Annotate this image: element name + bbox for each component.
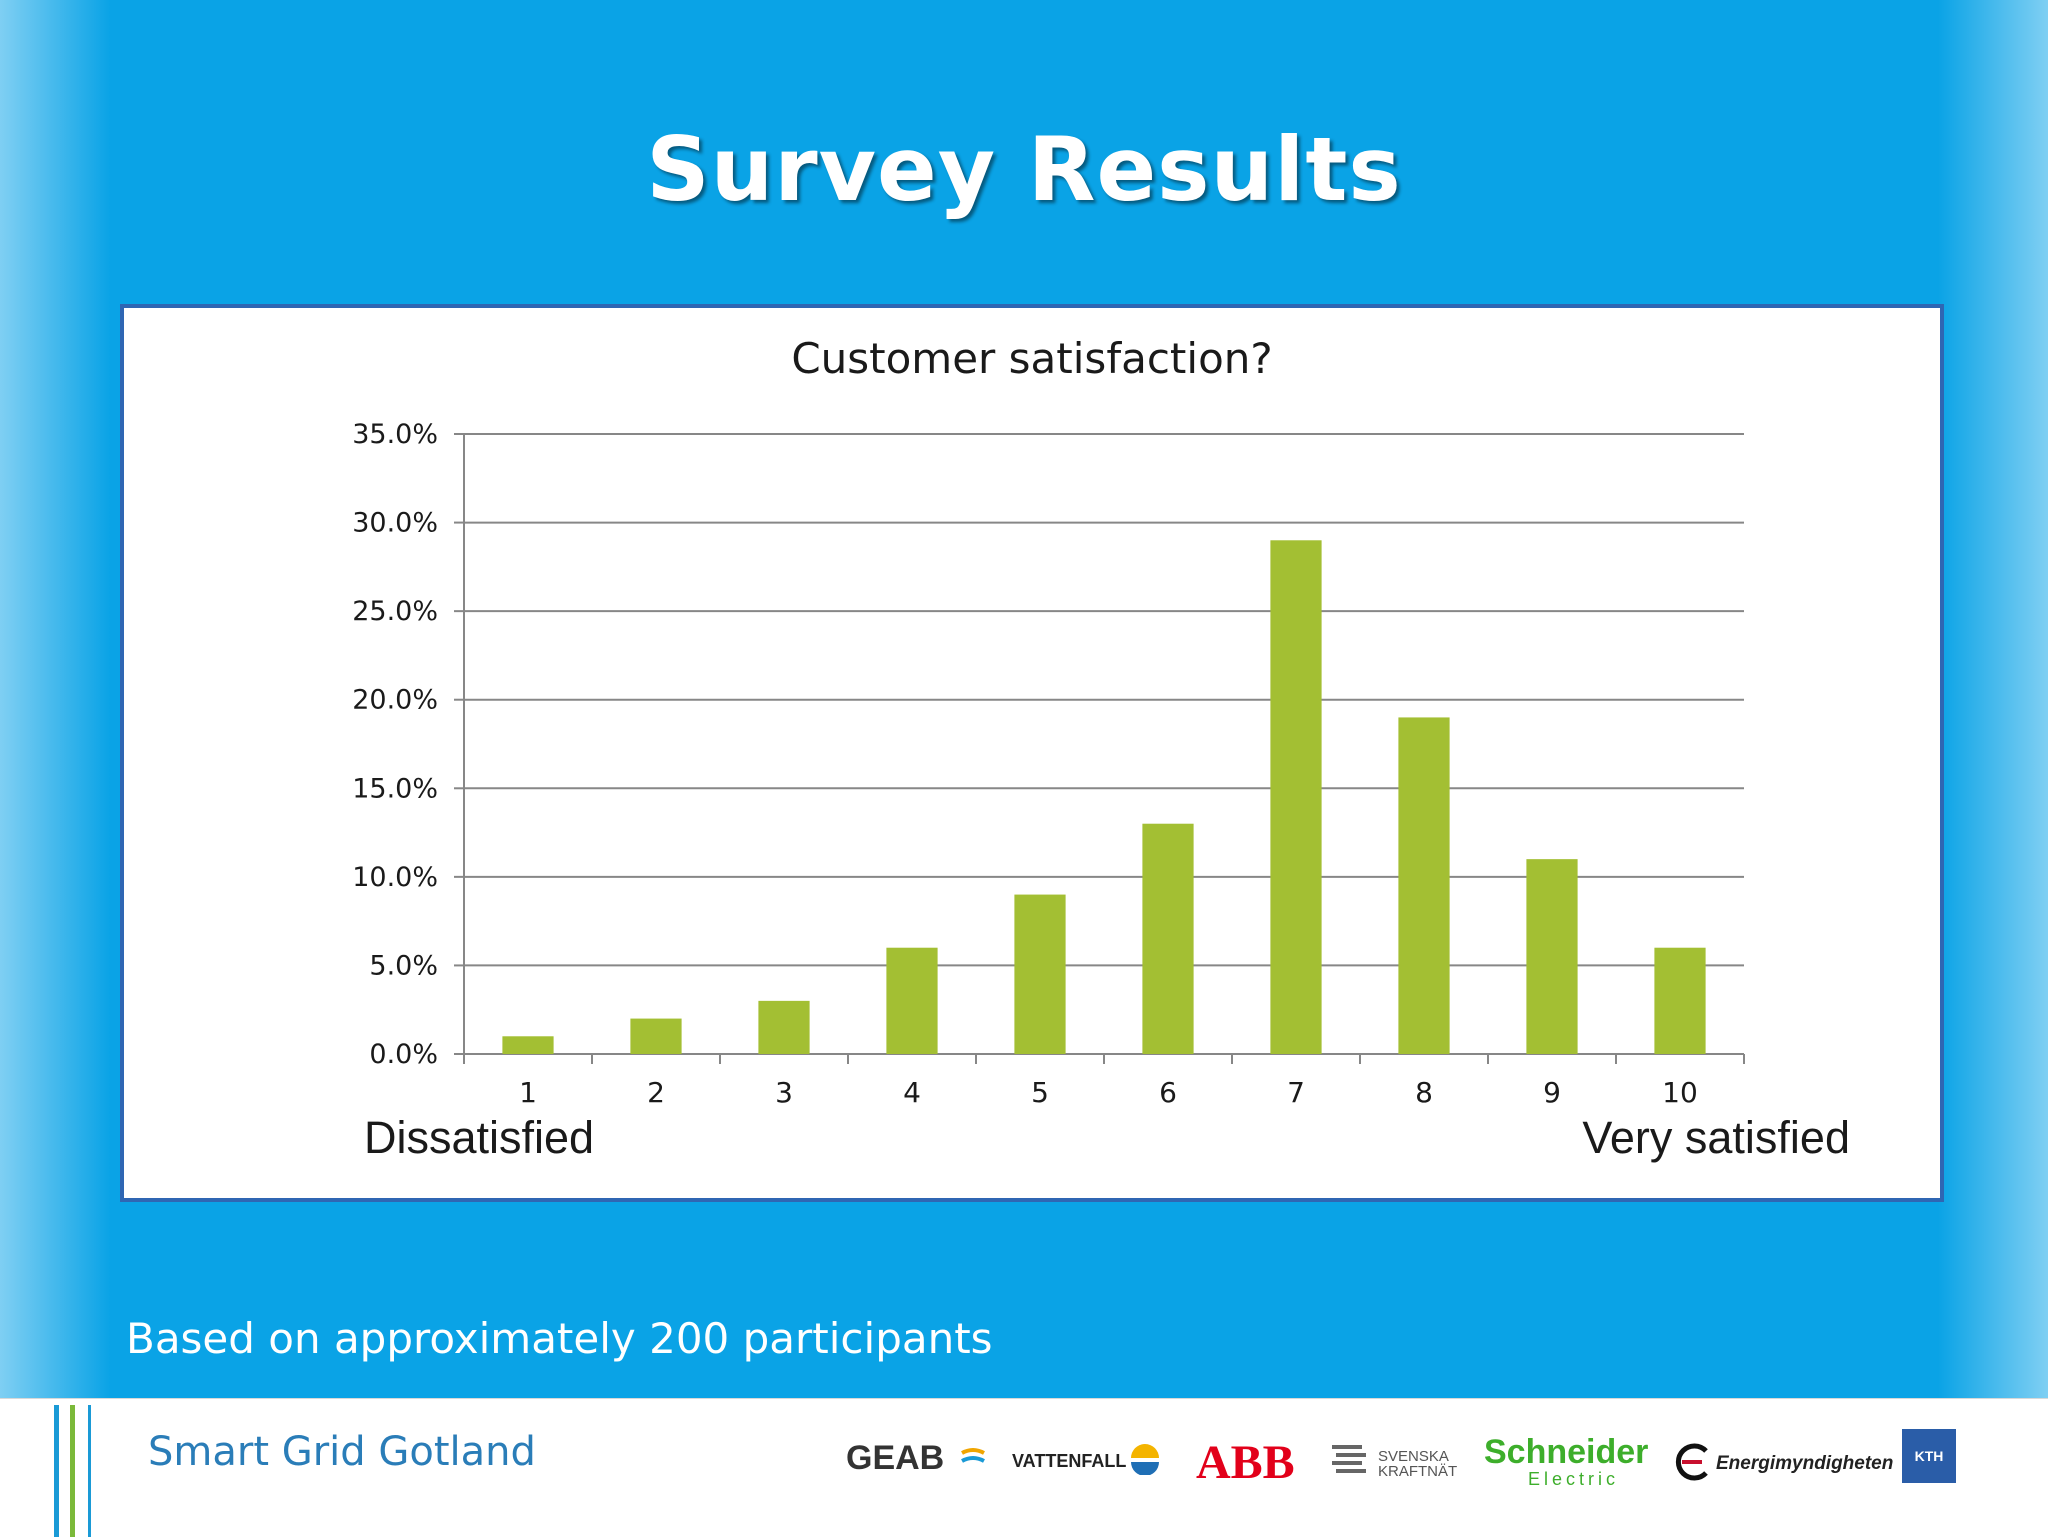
x-axis-high-label: Very satisfied bbox=[1582, 1112, 1850, 1163]
svenska-kraftnat-logo: SVENSKA KRAFTNÄT bbox=[1378, 1449, 1457, 1479]
slide-background: Survey Results Customer satisfaction? 0.… bbox=[0, 0, 2048, 1398]
footer-bar: Smart Grid Gotland GEAB VATTENFALL ABB S… bbox=[0, 1398, 2048, 1537]
vattenfall-sun-icon bbox=[1131, 1444, 1159, 1475]
svk-line-2: KRAFTNÄT bbox=[1378, 1463, 1458, 1480]
geab-wave-icon bbox=[961, 1448, 985, 1463]
chart-container: Customer satisfaction? 0.0% 5.0% 10.0% 15.0… bbox=[120, 304, 1944, 1202]
x-tick-label: 9 bbox=[1543, 1076, 1561, 1109]
y-tick-label: 15.0% bbox=[352, 773, 438, 804]
vattenfall-logo: VATTENFALL bbox=[1012, 1451, 1127, 1471]
svenska-kraftnat-icon bbox=[1332, 1445, 1366, 1473]
kth-logo: KTH bbox=[1902, 1429, 1956, 1483]
x-tick-label: 2 bbox=[647, 1076, 665, 1109]
y-tick-label: 20.0% bbox=[352, 685, 438, 716]
chart-title: Customer satisfaction? bbox=[791, 334, 1273, 383]
svk-line-1: SVENSKA bbox=[1378, 1448, 1449, 1465]
x-tick-label: 8 bbox=[1415, 1076, 1433, 1109]
bar-3 bbox=[758, 1000, 810, 1054]
bar-4 bbox=[886, 947, 938, 1054]
footer-accent-bar-blue bbox=[54, 1405, 59, 1537]
x-tick-label: 6 bbox=[1159, 1076, 1177, 1109]
bar-chart: 0.0% 5.0% 10.0% 15.0% 20.0% 25.0% 30.0% 35.0% 1 2… bbox=[352, 419, 1745, 1109]
y-tick-label: 0.0% bbox=[369, 1039, 438, 1070]
footer-accent-bar-green bbox=[70, 1405, 75, 1537]
bar-7 bbox=[1270, 540, 1322, 1054]
schneider-logo: Schneider bbox=[1484, 1433, 1649, 1471]
x-tick-label: 10 bbox=[1662, 1076, 1698, 1109]
geab-logo: GEAB bbox=[846, 1439, 945, 1477]
y-tick-label: 25.0% bbox=[352, 596, 438, 627]
energimyndigheten-e-icon bbox=[1675, 1443, 1708, 1481]
y-tick-label: 10.0% bbox=[352, 862, 438, 893]
x-tick-label: 3 bbox=[775, 1076, 793, 1109]
bar-8 bbox=[1398, 717, 1450, 1054]
x-tick-label: 5 bbox=[1031, 1076, 1049, 1109]
y-tick-label: 5.0% bbox=[369, 950, 438, 981]
slide-title: Survey Results bbox=[646, 118, 1402, 221]
x-tick-label: 7 bbox=[1287, 1076, 1305, 1109]
brand-name: Smart Grid Gotland bbox=[148, 1429, 536, 1475]
schneider-electric-label: Electric bbox=[1528, 1469, 1620, 1489]
y-tick-label: 30.0% bbox=[352, 508, 438, 539]
bar-5 bbox=[1014, 894, 1066, 1054]
bar-6 bbox=[1142, 823, 1194, 1054]
x-axis-low-label: Dissatisfied bbox=[364, 1112, 595, 1163]
bar-9 bbox=[1526, 859, 1578, 1054]
bar-1 bbox=[502, 1036, 554, 1054]
y-tick-label: 35.0% bbox=[352, 419, 438, 450]
x-tick-label: 4 bbox=[903, 1076, 921, 1109]
bar-2 bbox=[630, 1018, 682, 1054]
bar-10 bbox=[1654, 947, 1706, 1054]
participants-footnote: Based on approximately 200 participants bbox=[126, 1314, 993, 1363]
footer-accent-bar-blue-2 bbox=[88, 1405, 91, 1537]
abb-logo: ABB bbox=[1196, 1436, 1295, 1489]
x-tick-label: 1 bbox=[519, 1076, 537, 1109]
energimyndigheten-logo: Energimyndigheten bbox=[1716, 1453, 1894, 1474]
